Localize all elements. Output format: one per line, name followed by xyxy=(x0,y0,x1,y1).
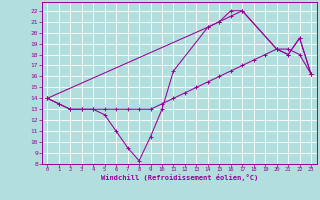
X-axis label: Windchill (Refroidissement éolien,°C): Windchill (Refroidissement éolien,°C) xyxy=(100,174,258,181)
